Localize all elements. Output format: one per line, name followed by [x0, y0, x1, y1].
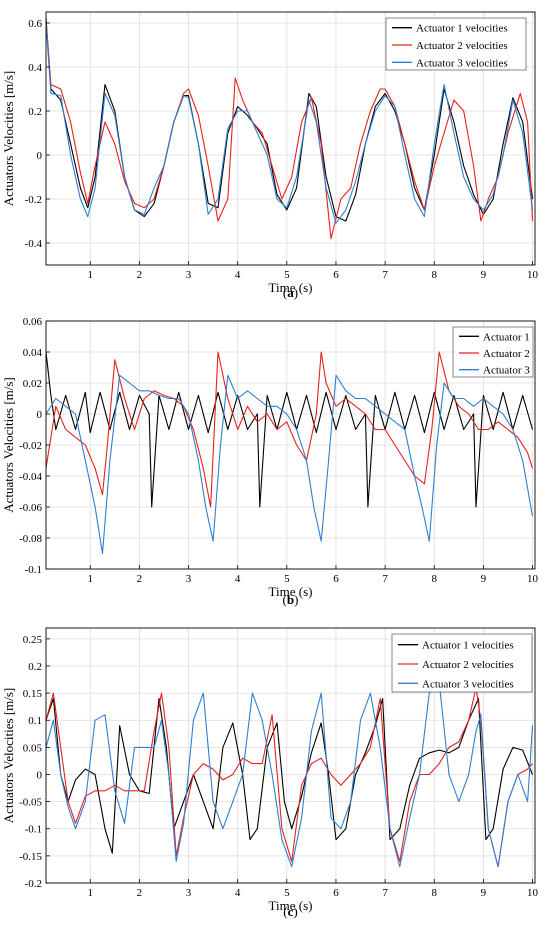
y-tick-label: -0.04 [19, 471, 42, 483]
x-tick-label: 4 [235, 887, 241, 899]
series-line-1 [46, 697, 534, 854]
x-tick-label: 8 [432, 887, 438, 899]
x-tick-label: 9 [481, 573, 487, 585]
caption-letter: a [287, 285, 294, 300]
legend-entry-1: Actuator 1 [483, 331, 530, 343]
panel-caption: (c) [283, 904, 297, 919]
legend-entry-2: Actuator 2 velocities [422, 659, 514, 671]
x-tick-label: 5 [284, 573, 290, 585]
y-tick-label: 0 [37, 769, 43, 781]
y-tick-label: -0.05 [19, 797, 42, 809]
x-axis-label: Time (s) [269, 584, 313, 599]
x-axis-label: Time (s) [269, 898, 313, 913]
y-tick-label: -0.08 [19, 533, 42, 545]
series-group [46, 681, 534, 868]
y-tick-label: 0.04 [23, 347, 43, 359]
x-tick-label: 2 [137, 573, 143, 585]
caption-letter: c [288, 904, 294, 919]
x-tick-label: 6 [333, 269, 339, 281]
y-tick-label: -0.15 [19, 851, 42, 863]
x-tick-label: 5 [284, 887, 290, 899]
y-tick-label: 0.6 [28, 18, 42, 30]
x-tick-label: 5 [284, 269, 290, 281]
y-tick-label: 0.06 [23, 316, 43, 328]
x-tick-label: 8 [432, 573, 438, 585]
legend-entry-1: Actuator 1 velocities [416, 23, 508, 35]
y-tick-label: 0 [37, 409, 43, 421]
x-tick-label: 2 [137, 887, 143, 899]
x-tick-label: 3 [186, 573, 192, 585]
x-tick-label: 8 [432, 269, 438, 281]
series-line-3 [46, 374, 534, 555]
x-tick-label: 4 [235, 269, 241, 281]
legend-entry-3: Actuator 3 velocities [422, 678, 514, 690]
x-tick-label: 3 [186, 887, 192, 899]
series-group [46, 351, 534, 555]
legend-entry-1: Actuator 1 velocities [422, 640, 514, 652]
x-tick-label: 7 [382, 887, 388, 899]
x-tick-label: 1 [87, 269, 93, 281]
x-tick-label: 1 [87, 573, 93, 585]
series-group [46, 18, 534, 240]
series-line-2 [46, 687, 533, 868]
y-tick-label: 0.02 [23, 378, 42, 390]
x-tick-label: 2 [137, 269, 143, 281]
panel-caption: (b) [283, 592, 299, 607]
x-tick-label: 10 [527, 573, 539, 585]
x-tick-label: 7 [382, 573, 388, 585]
y-tick-label: 0.2 [28, 106, 42, 118]
y-tick-label: 0.1 [28, 715, 42, 727]
chart-panel-a: 1 2 3 4 5 6 7 8 9 10 -0.4 -0.2 0 0.2 0.4 0.6 Time (s) Act… [1, 11, 539, 300]
y-tick-label: 0.25 [23, 634, 43, 646]
legend-entry-3: Actuator 3 [483, 365, 530, 377]
x-tick-label: 6 [333, 887, 339, 899]
y-tick-label: 0.4 [28, 62, 42, 74]
legend-box [452, 326, 534, 378]
y-tick-label: 0.05 [23, 742, 43, 754]
y-tick-label: 0.15 [23, 688, 43, 700]
chart-panel-b: 1 2 3 4 5 6 7 8 9 10 -0.1 -0.08 -0.06 -0.04 -0.02 0 0.02… [1, 316, 539, 607]
panel-caption: (a) [283, 285, 298, 300]
x-tick-label: 10 [527, 269, 539, 281]
y-axis-label: Actuators Velocities [m/s] [1, 377, 16, 513]
x-tick-label: 3 [186, 269, 192, 281]
y-tick-label: -0.06 [19, 502, 42, 514]
y-tick-label: 0 [37, 150, 43, 162]
x-tick-label: 7 [382, 269, 388, 281]
caption-letter: b [287, 592, 294, 607]
legend-entry-3: Actuator 3 velocities [416, 57, 508, 69]
chart-panel-c: 1 2 3 4 5 6 7 8 9 10 -0.2 -0.15 -0.1 -0.05 0 0.05 0.1 0.1… [1, 627, 539, 919]
legend: Actuator 1 Actuator 2 Actuator 3 [452, 326, 534, 378]
y-tick-label: -0.2 [25, 878, 42, 890]
x-tick-label: 1 [87, 887, 93, 899]
y-tick-label: -0.1 [25, 824, 42, 836]
x-tick-label: 9 [481, 269, 487, 281]
x-tick-label: 9 [481, 887, 487, 899]
y-tick-label: -0.1 [25, 564, 42, 576]
series-line-3 [46, 681, 534, 868]
axes-frame [45, 11, 536, 266]
y-axis-label: Actuators Velocities [m/s] [1, 71, 16, 207]
y-tick-label: -0.2 [25, 194, 42, 206]
series-line-2 [46, 18, 534, 240]
axes-frame [45, 627, 536, 884]
x-tick-label: 10 [527, 887, 539, 899]
legend: Actuator 1 velocities Actuator 2 velociti… [391, 633, 533, 693]
legend-box [385, 17, 527, 71]
x-axis-label: Time (s) [269, 280, 313, 295]
y-tick-label: -0.4 [25, 238, 43, 250]
series-line-1 [46, 351, 534, 508]
legend-entry-2: Actuator 2 [483, 348, 530, 360]
x-tick-label: 4 [235, 573, 241, 585]
series-line-3 [46, 22, 534, 224]
legend-box [391, 633, 533, 693]
legend-entry-2: Actuator 2 velocities [416, 40, 508, 52]
legend: Actuator 1 velocities Actuator 2 velociti… [385, 17, 527, 71]
y-tick-label: 0.2 [28, 661, 42, 673]
y-axis-label: Actuators Velocities [m/s] [1, 688, 16, 824]
x-tick-label: 6 [333, 573, 339, 585]
y-tick-label: -0.02 [19, 440, 42, 452]
